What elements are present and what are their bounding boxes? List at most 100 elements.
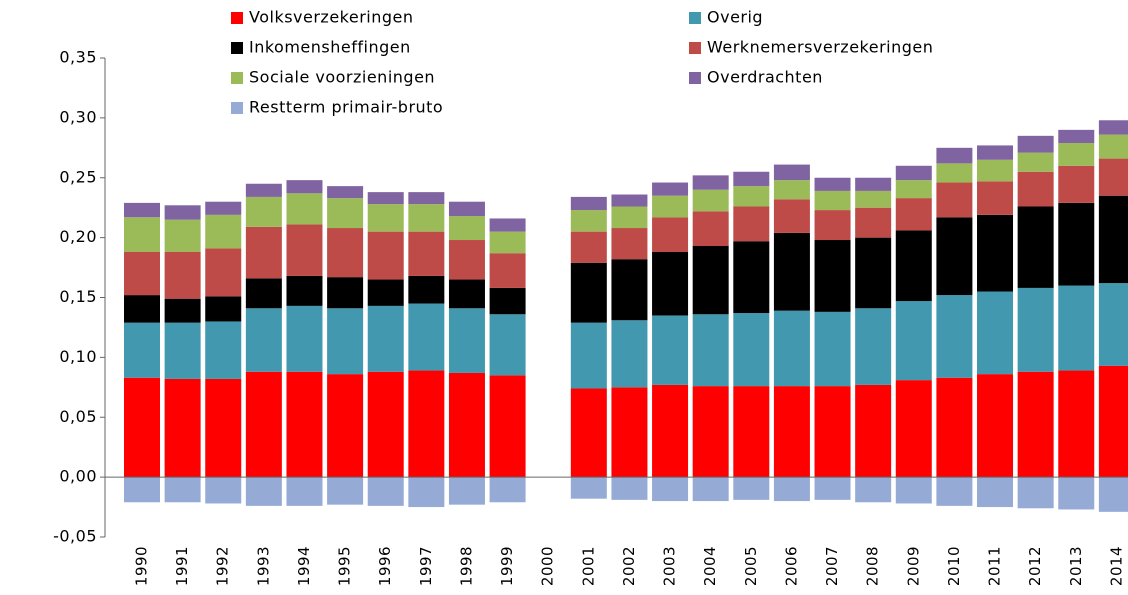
bar-segment [367, 477, 404, 506]
bar-segment [692, 211, 729, 247]
bar-segment [977, 181, 1014, 215]
bar-segment [448, 279, 485, 309]
bar-segment [286, 180, 323, 194]
x-tick-label: 1993 [254, 546, 272, 586]
bar-segment [448, 372, 485, 478]
bar-segment [205, 321, 242, 379]
bar-segment [1098, 283, 1128, 366]
bar-segment [1098, 365, 1128, 478]
bar-segment [408, 204, 445, 232]
bar-segment [489, 253, 526, 288]
bar-segment [489, 375, 526, 478]
bar-segment [773, 477, 810, 502]
bar-segment [327, 228, 364, 278]
x-tick-label: 1998 [457, 546, 475, 586]
plot-area [124, 120, 1128, 512]
bar-segment [164, 378, 201, 478]
bar-segment [124, 295, 160, 323]
bar-segment [1017, 135, 1054, 153]
bar-segment [327, 477, 364, 505]
y-tick-label: 0,25 [59, 167, 97, 186]
bar-segment [205, 378, 242, 478]
bar-segment [408, 231, 445, 276]
bar-segment [367, 192, 404, 205]
bar-segment [1098, 195, 1128, 284]
bar-segment [692, 477, 729, 502]
bar-segment [245, 278, 282, 309]
bar-segment [733, 477, 770, 500]
y-tick-label: 0,30 [59, 107, 97, 126]
x-tick-label: 2008 [864, 546, 882, 586]
legend-label: Sociale voorzieningen [249, 68, 435, 87]
legend-swatch [689, 72, 701, 84]
x-tick-label: 2001 [579, 546, 597, 586]
bar-segment [814, 240, 851, 312]
y-tick-label: 0,00 [59, 467, 97, 486]
x-tick-label: 2012 [1026, 546, 1044, 586]
bar-segment [773, 199, 810, 233]
bar-segment [448, 240, 485, 280]
legend-label: Overig [707, 8, 763, 27]
bar-segment [489, 287, 526, 315]
bar-segment [489, 314, 526, 376]
bar-segment [408, 192, 445, 205]
bar-segment [1098, 120, 1128, 135]
x-tick-label: 2005 [742, 546, 760, 586]
bar-segment [1098, 158, 1128, 196]
bar-segment [936, 377, 973, 478]
legend-swatch [231, 42, 243, 54]
bar-segment [1058, 202, 1095, 286]
bar-segment [692, 386, 729, 478]
bar-segment [611, 228, 648, 260]
legend-swatch [231, 102, 243, 114]
bar-segment [245, 308, 282, 372]
bar-segment [448, 308, 485, 373]
bar-segment [814, 477, 851, 500]
bar-segment [692, 175, 729, 190]
x-tick-label: 1997 [417, 546, 435, 586]
bar-segment [124, 477, 160, 503]
bar-segment [652, 217, 689, 252]
bar-segment [245, 477, 282, 506]
bar-segment [367, 279, 404, 306]
y-tick-label: 0,05 [59, 407, 97, 426]
bar-segment [855, 384, 892, 478]
bar-segment [855, 237, 892, 309]
bar-segment [814, 311, 851, 387]
bar-segment [652, 251, 689, 316]
bar-segment [1058, 285, 1095, 371]
x-tick-label: 2013 [1067, 546, 1085, 586]
bar-segment [1058, 129, 1095, 144]
bar-segment [773, 164, 810, 181]
bar-segment [814, 190, 851, 211]
bar-segment [1017, 477, 1054, 509]
bar-segment [286, 224, 323, 276]
bar-segment [936, 163, 973, 183]
x-tick-label: 2010 [945, 546, 963, 586]
bar-segment [855, 477, 892, 503]
bar-segment [164, 322, 201, 379]
bar-segment [977, 291, 1014, 375]
bar-segment [489, 231, 526, 254]
bar-segment [570, 231, 607, 263]
x-tick-label: 1996 [376, 546, 394, 586]
bar-segment [733, 186, 770, 207]
legend-swatch [231, 72, 243, 84]
bar-segment [977, 374, 1014, 478]
bar-segment [408, 370, 445, 478]
bar-segment [773, 232, 810, 311]
bar-segment [1017, 152, 1054, 172]
legend-label: Restterm primair-bruto [249, 98, 443, 117]
bar-segment [733, 171, 770, 187]
legend-label: Werknemersverzekeringen [707, 38, 933, 57]
bar-segment [895, 380, 932, 478]
bar-segment [611, 320, 648, 388]
bar-segment [855, 177, 892, 191]
bar-segment [327, 277, 364, 309]
bar-segment [245, 226, 282, 279]
bar-segment [124, 322, 160, 378]
bar-segment [773, 310, 810, 387]
x-tick-label: 2006 [782, 546, 800, 586]
bar-segment [1017, 287, 1054, 372]
